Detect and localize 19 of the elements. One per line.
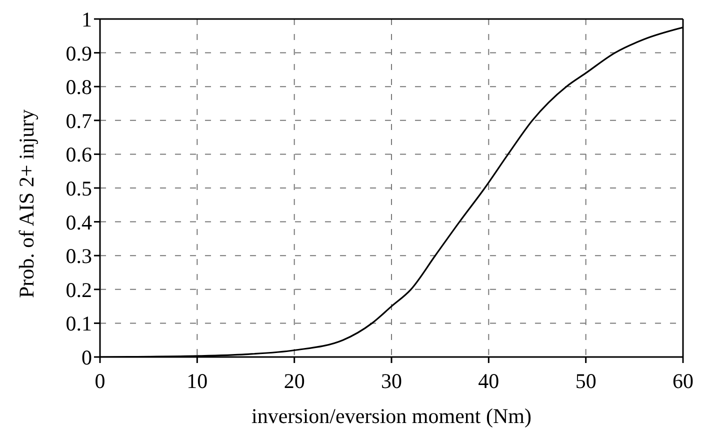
y-tick-label: 0.5 <box>66 176 92 200</box>
y-axis-title: Prob. of AIS 2+ injury <box>14 108 38 298</box>
x-tick-label: 40 <box>478 368 500 393</box>
y-tick-label: 0.8 <box>66 75 92 100</box>
x-axis-title: inversion/eversion moment (Nm) <box>252 404 532 428</box>
x-tick-label: 60 <box>672 368 694 393</box>
x-tick-label: 10 <box>186 368 208 393</box>
x-tick-label: 30 <box>381 368 402 393</box>
y-tick-label: 0.2 <box>66 278 92 302</box>
x-tick-label: 20 <box>284 368 305 393</box>
y-tick-label: 1 <box>82 7 92 32</box>
x-tick-label: 50 <box>575 368 596 393</box>
y-tick-label: 0.3 <box>66 244 92 268</box>
y-tick-label: 0 <box>82 345 92 370</box>
y-tick-label: 0.1 <box>66 312 92 336</box>
y-tick-label: 0.7 <box>66 108 92 133</box>
y-tick-label: 0.4 <box>66 210 92 234</box>
y-tick-label: 0.6 <box>66 142 92 167</box>
y-tick-label: 0.9 <box>66 41 92 66</box>
